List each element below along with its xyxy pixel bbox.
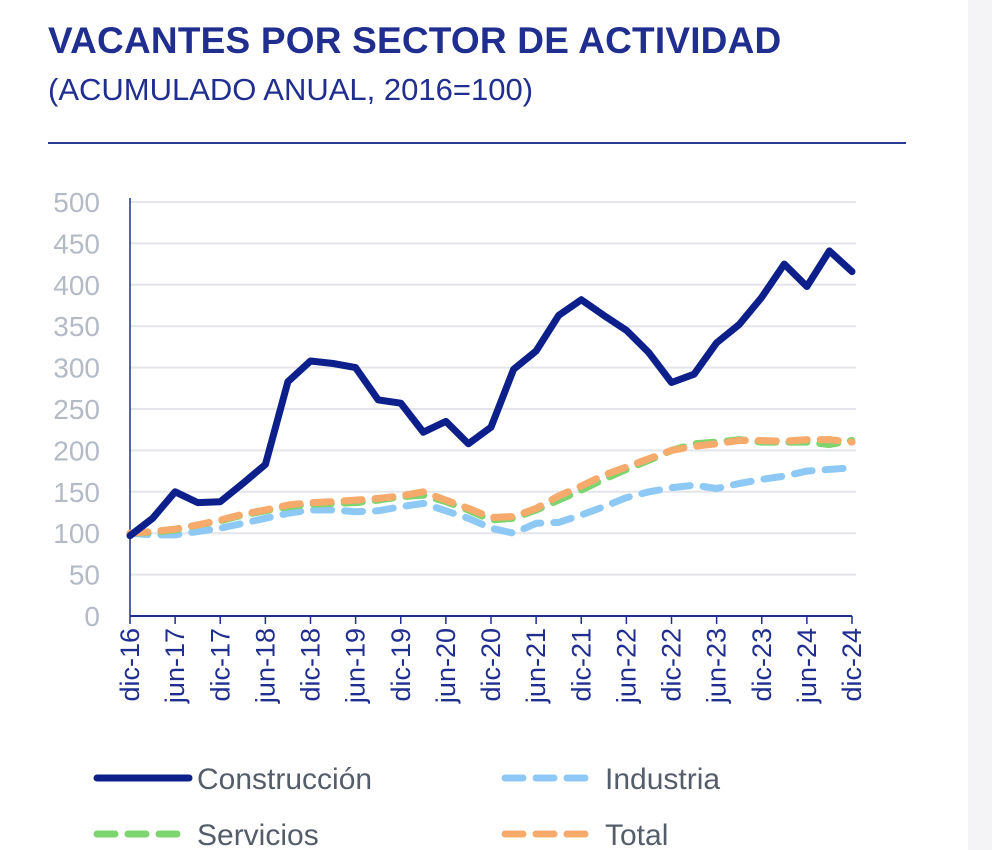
- legend-label-industria: Industria: [605, 763, 720, 796]
- legend-label-construccion: Construcción: [197, 763, 372, 796]
- title-divider: [48, 142, 906, 144]
- y-tick-label: 350: [53, 311, 100, 342]
- chart-card: VACANTES POR SECTOR DE ACTIVIDAD (ACUMUL…: [0, 0, 968, 850]
- x-tick-label: jun-21: [521, 628, 551, 704]
- y-tick-label: 100: [53, 518, 100, 549]
- x-tick-label: dic-17: [205, 628, 235, 702]
- x-tick-label: dic-20: [476, 628, 506, 702]
- x-tick-label: dic-24: [837, 628, 867, 702]
- y-tick-label: 500: [53, 187, 100, 218]
- x-tick-label: jun-22: [611, 628, 641, 704]
- x-tick-label: jun-19: [341, 628, 371, 704]
- x-tick-label: jun-20: [431, 628, 461, 704]
- y-tick-label: 250: [53, 394, 100, 425]
- y-tick-label: 50: [69, 560, 100, 591]
- x-tick-label: jun-18: [250, 628, 280, 704]
- series-line-construccion: [126, 247, 856, 540]
- x-tick-label: jun-24: [792, 628, 822, 704]
- y-tick-label: 300: [53, 353, 100, 384]
- x-tick-label: dic-19: [386, 628, 416, 702]
- y-tick-label: 150: [53, 477, 100, 508]
- series-line-total: [126, 436, 856, 537]
- x-tick-label: dic-21: [566, 628, 596, 702]
- x-tick-label: jun-23: [702, 628, 732, 704]
- x-tick-label: dic-22: [657, 628, 687, 702]
- x-tick-label: dic-18: [296, 628, 326, 702]
- y-tick-label: 450: [53, 228, 100, 259]
- series-line-industria: [126, 464, 856, 539]
- legend-label-total: Total: [605, 819, 668, 850]
- chart-subtitle: (ACUMULADO ANUAL, 2016=100): [48, 72, 534, 107]
- y-tick-label: 0: [84, 601, 100, 632]
- x-tick-label: dic-23: [747, 628, 777, 702]
- chart-title: VACANTES POR SECTOR DE ACTIVIDAD: [48, 20, 782, 61]
- y-tick-label: 200: [53, 435, 100, 466]
- legend-label-servicios: Servicios: [197, 819, 319, 850]
- x-tick-label: dic-16: [115, 628, 145, 702]
- x-tick-label: jun-17: [160, 628, 190, 704]
- line-chart: 0 50 100 150 200 250 300 350 400 450 500 dic-16 jun-…: [53, 187, 867, 850]
- y-tick-label: 400: [53, 270, 100, 301]
